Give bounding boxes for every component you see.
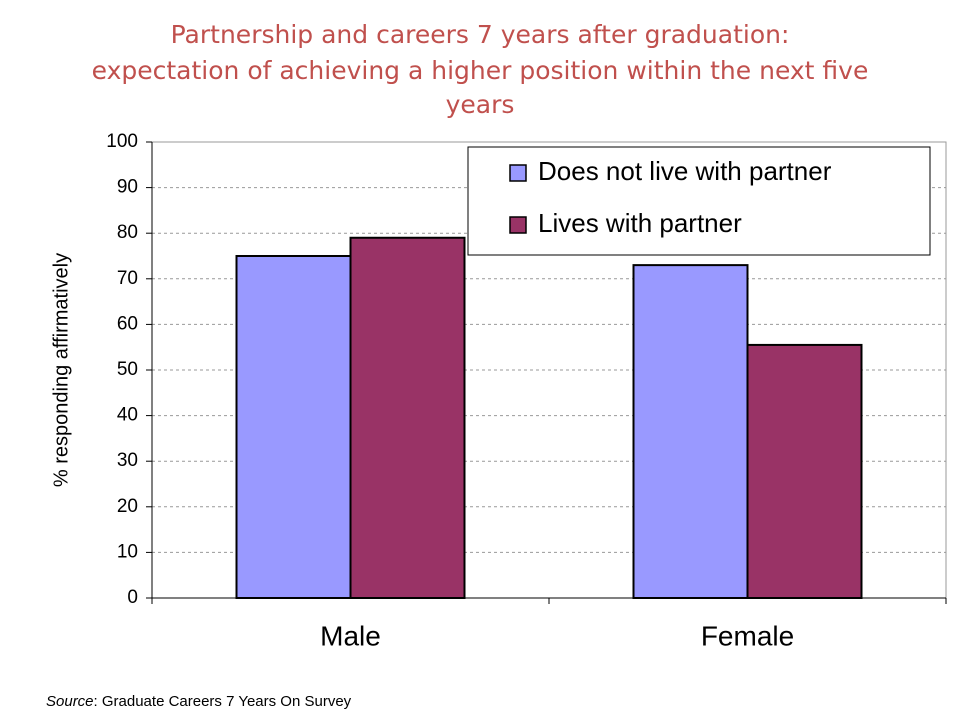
y-tick-label: 80 [117, 222, 138, 243]
source-note: Source: Graduate Careers 7 Years On Surv… [46, 693, 352, 710]
legend-box [467, 146, 931, 256]
legend-label: Does not live with partner [538, 156, 832, 186]
legend-label: Lives with partner [538, 208, 742, 238]
bar [632, 264, 749, 599]
chart-title: expectation of achieving a higher positi… [92, 56, 869, 85]
bar [235, 255, 352, 599]
legend-swatch [509, 164, 527, 182]
chart-title: years [446, 90, 515, 119]
y-tick-label: 10 [117, 541, 138, 562]
y-tick-label: 0 [127, 587, 138, 608]
x-tick-label: Male [320, 620, 381, 651]
bar [746, 343, 863, 600]
y-tick-label: 20 [117, 496, 138, 517]
y-tick-label: 60 [117, 313, 138, 334]
y-tick-label: 100 [106, 131, 138, 152]
x-tick-label: Female [701, 620, 794, 651]
y-tick-label: 30 [117, 450, 138, 471]
y-tick-label: 90 [117, 177, 138, 198]
source-label: Source [46, 693, 94, 710]
y-tick-label: 70 [117, 268, 138, 289]
y-tick-label: 50 [117, 359, 138, 380]
chart-title: Partnership and careers 7 years after gr… [171, 20, 790, 49]
legend-swatch [509, 216, 527, 234]
y-tick-label: 40 [117, 405, 138, 426]
bar [349, 236, 466, 599]
source-text: : Graduate Careers 7 Years On Survey [94, 693, 352, 710]
y-axis-label: % responding affirmatively [50, 253, 72, 487]
